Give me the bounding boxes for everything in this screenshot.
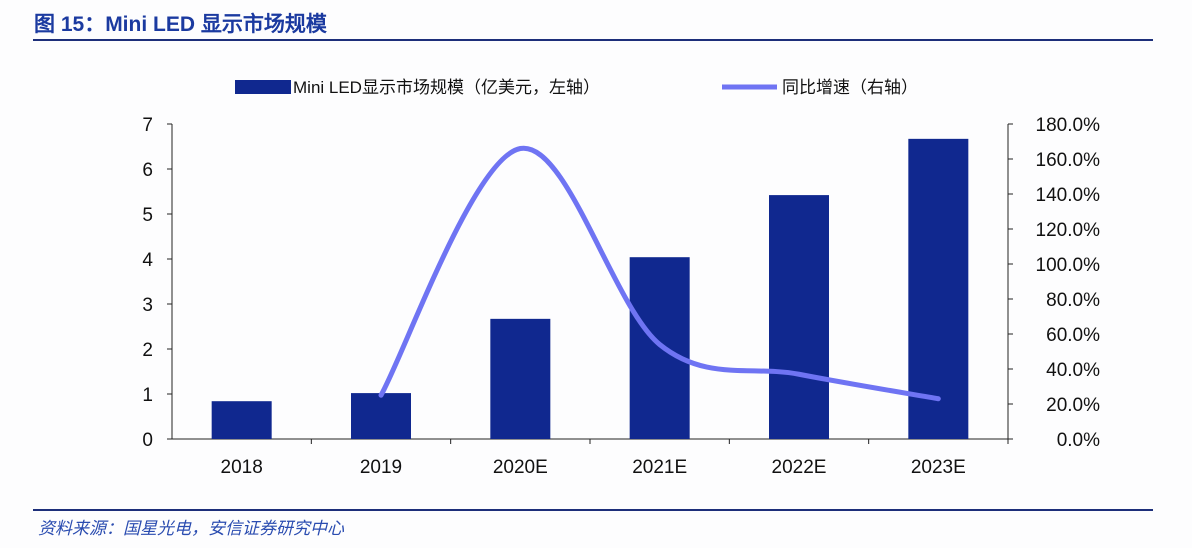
right-tick-label: 140.0% — [1036, 185, 1101, 206]
right-tick-label: 120.0% — [1036, 220, 1101, 241]
x-tick-label: 2019 — [360, 457, 402, 478]
figure-title: 图 15：Mini LED 显示市场规模 — [34, 13, 327, 36]
bar-2022E — [769, 195, 829, 439]
bar-2020E — [490, 318, 551, 439]
left-tick-label: 6 — [142, 160, 153, 181]
left-tick-label: 4 — [142, 250, 153, 271]
right-tick-label: 20.0% — [1046, 395, 1100, 416]
source-note: 资料来源：国星光电，安信证券研究中心 — [38, 519, 344, 539]
legend-bar-label: Mini LED显示市场规模（亿美元，左轴） — [293, 78, 600, 97]
right-tick-label: 80.0% — [1046, 290, 1100, 311]
bar-2023E — [908, 138, 969, 439]
source-rule — [33, 509, 1153, 511]
growth-line — [378, 145, 941, 402]
x-tick-label: 2018 — [221, 457, 263, 478]
left-tick-label: 2 — [142, 340, 153, 361]
left-tick-label: 7 — [142, 115, 153, 136]
right-tick-label: 100.0% — [1036, 255, 1101, 276]
title-rule — [33, 39, 1153, 41]
right-tick-label: 60.0% — [1046, 325, 1100, 346]
left-tick-label: 1 — [142, 385, 153, 406]
x-tick-label: 2020E — [493, 457, 548, 478]
legend: Mini LED显示市场规模（亿美元，左轴） 同比增速（右轴） — [235, 78, 918, 97]
legend-bar-swatch — [235, 80, 291, 94]
bar-2018 — [211, 401, 272, 439]
left-tick-label: 5 — [142, 205, 153, 226]
bar-2021E — [629, 257, 690, 439]
right-tick-label: 0.0% — [1057, 430, 1100, 451]
left-tick-label: 3 — [142, 295, 153, 316]
x-tick-label: 2022E — [772, 457, 827, 478]
right-tick-label: 180.0% — [1036, 115, 1101, 136]
x-tick-label: 2023E — [911, 457, 966, 478]
left-tick-label: 0 — [142, 430, 153, 451]
right-tick-label: 160.0% — [1036, 150, 1101, 171]
x-tick-label: 2021E — [632, 457, 687, 478]
right-tick-label: 40.0% — [1046, 360, 1100, 381]
legend-line-label: 同比增速（右轴） — [782, 78, 918, 97]
bar-2019 — [351, 393, 411, 439]
